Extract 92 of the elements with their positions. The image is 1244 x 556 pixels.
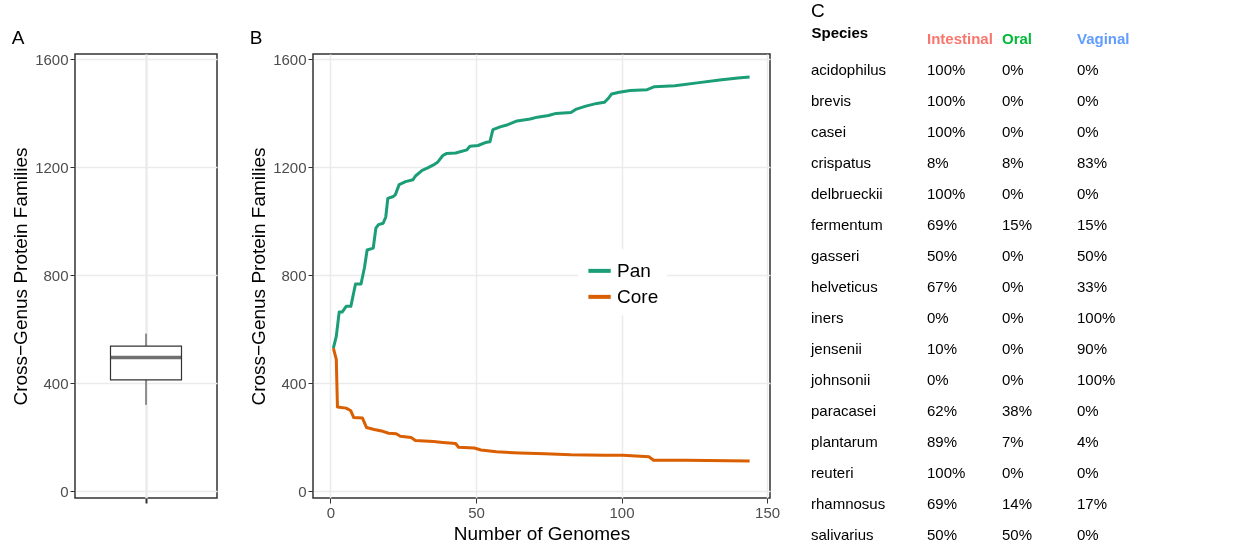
y-tick-label: 1600 xyxy=(35,50,69,68)
data-label: 8% xyxy=(1002,153,1024,171)
y-tick-label: 400 xyxy=(43,374,69,392)
x-tick-label: Vaginal xyxy=(1077,29,1130,47)
data-label: 83% xyxy=(1077,153,1108,171)
data-label: 100% xyxy=(927,122,966,140)
legend-label: Pan xyxy=(617,259,651,281)
data-label: 50% xyxy=(927,525,958,543)
y-tick-label: 800 xyxy=(43,266,69,284)
y-tick-label: 1200 xyxy=(35,158,69,176)
data-label: 100% xyxy=(927,184,966,202)
data-label: 0% xyxy=(1002,122,1024,140)
chart-title: A xyxy=(11,27,25,49)
data-label: 100% xyxy=(927,91,966,109)
data-label: 100% xyxy=(927,463,966,481)
data-label: 0% xyxy=(1002,370,1024,388)
data-label: 0% xyxy=(1002,308,1024,326)
chart-title: B xyxy=(249,27,263,49)
data-label: 62% xyxy=(927,401,958,419)
data-label: 89% xyxy=(927,432,958,450)
y-axis-title: Species xyxy=(811,23,869,41)
y-tick-label: reuteri xyxy=(811,463,854,481)
line-series xyxy=(331,75,752,350)
x-tick-label: 100 xyxy=(609,503,635,521)
y-tick-label: plantarum xyxy=(811,432,878,450)
line-series xyxy=(331,346,752,463)
data-label: 50% xyxy=(927,246,958,264)
data-label: 0% xyxy=(1002,463,1024,481)
x-tick-label: 50 xyxy=(468,503,485,521)
y-tick-label: acidophilus xyxy=(811,60,887,78)
y-tick-label: 0 xyxy=(298,482,307,500)
y-tick-label: crispatus xyxy=(811,153,872,171)
data-label: 38% xyxy=(1002,401,1033,419)
data-label: 17% xyxy=(1077,494,1108,512)
y-tick-label: fermentum xyxy=(811,215,883,233)
y-tick-label: iners xyxy=(811,308,844,326)
y-tick-label: 400 xyxy=(281,374,307,392)
data-label: 100% xyxy=(1077,370,1116,388)
y-tick-label: salivarius xyxy=(811,525,874,543)
data-label: 69% xyxy=(927,494,958,512)
y-tick-label: 0 xyxy=(60,482,69,500)
data-label: 50% xyxy=(1002,525,1033,543)
y-tick-label: gasseri xyxy=(811,246,860,264)
data-label: 33% xyxy=(1077,277,1108,295)
y-tick-label: 1200 xyxy=(273,158,307,176)
y-tick-label: rhamnosus xyxy=(811,494,886,512)
data-label: 15% xyxy=(1002,215,1033,233)
data-label: 0% xyxy=(1002,246,1024,264)
data-label: 0% xyxy=(1077,91,1099,109)
data-label: 67% xyxy=(927,277,958,295)
data-label: 0% xyxy=(1077,184,1099,202)
y-tick-label: 800 xyxy=(281,266,307,284)
legend-label: Core xyxy=(617,285,659,307)
data-label: 15% xyxy=(1077,215,1108,233)
data-label: 100% xyxy=(927,60,966,78)
x-tick-label: 150 xyxy=(755,503,781,521)
data-label: 90% xyxy=(1077,339,1108,357)
data-label: 0% xyxy=(927,370,949,388)
y-tick-label: johnsonii xyxy=(810,370,871,388)
data-label: 0% xyxy=(1077,60,1099,78)
y-tick-label: 1600 xyxy=(273,50,307,68)
data-label: 0% xyxy=(1077,463,1099,481)
data-label: 100% xyxy=(1077,308,1116,326)
y-axis-title: Cross−Genus Protein Families xyxy=(10,147,32,406)
data-label: 0% xyxy=(1077,122,1099,140)
y-tick-label: brevis xyxy=(811,91,852,109)
data-label: 50% xyxy=(1077,246,1108,264)
y-tick-label: casei xyxy=(811,122,847,140)
data-label: 0% xyxy=(1002,277,1024,295)
y-tick-label: paracasei xyxy=(811,401,877,419)
y-tick-label: jensenii xyxy=(810,339,862,357)
data-label: 0% xyxy=(1077,525,1099,543)
data-label: 0% xyxy=(1077,401,1099,419)
x-axis-title: Number of Genomes xyxy=(453,522,631,544)
data-label: 4% xyxy=(1077,432,1099,450)
data-label: 0% xyxy=(1002,339,1024,357)
data-label: 7% xyxy=(1002,432,1024,450)
data-label: 8% xyxy=(927,153,949,171)
data-label: 10% xyxy=(927,339,958,357)
data-label: 0% xyxy=(1002,184,1024,202)
y-tick-label: delbrueckii xyxy=(811,184,883,202)
x-tick-label: 0 xyxy=(326,503,336,521)
chart-title: C xyxy=(811,0,825,21)
data-label: 0% xyxy=(927,308,949,326)
data-label: 14% xyxy=(1002,494,1033,512)
data-label: 0% xyxy=(1002,91,1024,109)
x-tick-label: Oral xyxy=(1002,29,1033,47)
y-axis-title: Cross−Genus Protein Families xyxy=(248,147,270,406)
data-label: 69% xyxy=(927,215,958,233)
y-tick-label: helveticus xyxy=(811,277,878,295)
data-label: 0% xyxy=(1002,60,1024,78)
x-tick-label: Intestinal xyxy=(927,29,993,47)
